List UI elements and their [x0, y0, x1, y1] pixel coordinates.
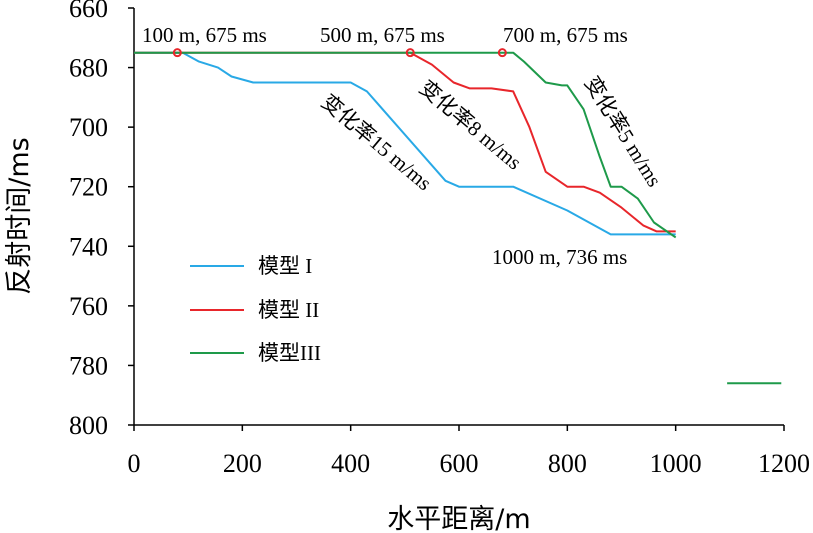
x-tick-label-1000: 1000 — [650, 449, 702, 478]
x-tick-label-800: 800 — [548, 449, 587, 478]
y-tick-label-660: 660 — [69, 0, 108, 23]
series-line-model-3 — [134, 51, 677, 239]
tick-marks — [128, 7, 785, 431]
y-tick-label-700: 700 — [69, 113, 108, 142]
y-tick-label-680: 680 — [69, 54, 108, 83]
point-marker-510m — [405, 48, 415, 58]
annotation-100m-675ms: 100 m, 675 ms — [142, 23, 267, 47]
legend: 模型 I 模型 II 模型III — [190, 254, 321, 365]
rate-label-15: 变化率15 m/ms — [317, 89, 437, 195]
y-axis-title: 反射时间/ms — [4, 137, 35, 294]
series-line-model-1 — [134, 51, 676, 236]
series-line-model-2 — [134, 51, 676, 233]
x-tick-label-1200: 1200 — [758, 449, 810, 478]
annotation-700m-675ms: 700 m, 675 ms — [503, 23, 628, 47]
legend-item-model-2: 模型 II — [190, 298, 319, 322]
y-tick-label-760: 760 — [69, 292, 108, 321]
point-marker-680m — [497, 48, 507, 58]
tick-labels: 660 680 700 720 740 760 780 800 0 200 400 600 800 100… — [69, 0, 810, 478]
series-layer — [134, 51, 677, 239]
y-tick-label-800: 800 — [69, 411, 108, 440]
legend-label-model-3: 模型III — [258, 341, 321, 365]
rate-label-5: 变化率5 m/ms — [580, 72, 667, 191]
axes — [133, 8, 784, 426]
x-tick-label-200: 200 — [223, 449, 262, 478]
marker-layer — [172, 48, 507, 58]
y-tick-label-740: 740 — [69, 232, 108, 261]
legend-label-model-1: 模型 I — [258, 254, 312, 278]
x-tick-label-400: 400 — [331, 449, 370, 478]
y-tick-label-780: 780 — [69, 351, 108, 380]
x-tick-label-600: 600 — [440, 449, 479, 478]
legend-label-model-2: 模型 II — [258, 298, 319, 322]
annotation-500m-675ms: 500 m, 675 ms — [320, 23, 445, 47]
point-marker-80m — [172, 48, 182, 58]
x-axis-title: 水平距离/m — [387, 504, 530, 533]
legend-item-model-3: 模型III — [190, 341, 321, 365]
x-tick-label-0: 0 — [128, 449, 141, 478]
y-tick-label-720: 720 — [69, 173, 108, 202]
annotation-1000m-736ms: 1000 m, 736 ms — [492, 245, 627, 269]
legend-item-model-1: 模型 I — [190, 254, 312, 278]
